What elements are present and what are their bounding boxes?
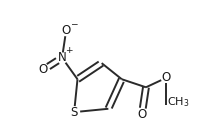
Text: N: N — [58, 51, 67, 64]
Text: O: O — [137, 108, 146, 121]
Text: −: − — [70, 19, 77, 28]
Text: +: + — [65, 46, 72, 55]
Text: O: O — [61, 24, 71, 37]
Text: S: S — [70, 106, 78, 119]
Text: O: O — [162, 71, 171, 84]
Text: CH$_3$: CH$_3$ — [167, 95, 189, 109]
Text: O: O — [39, 63, 48, 76]
